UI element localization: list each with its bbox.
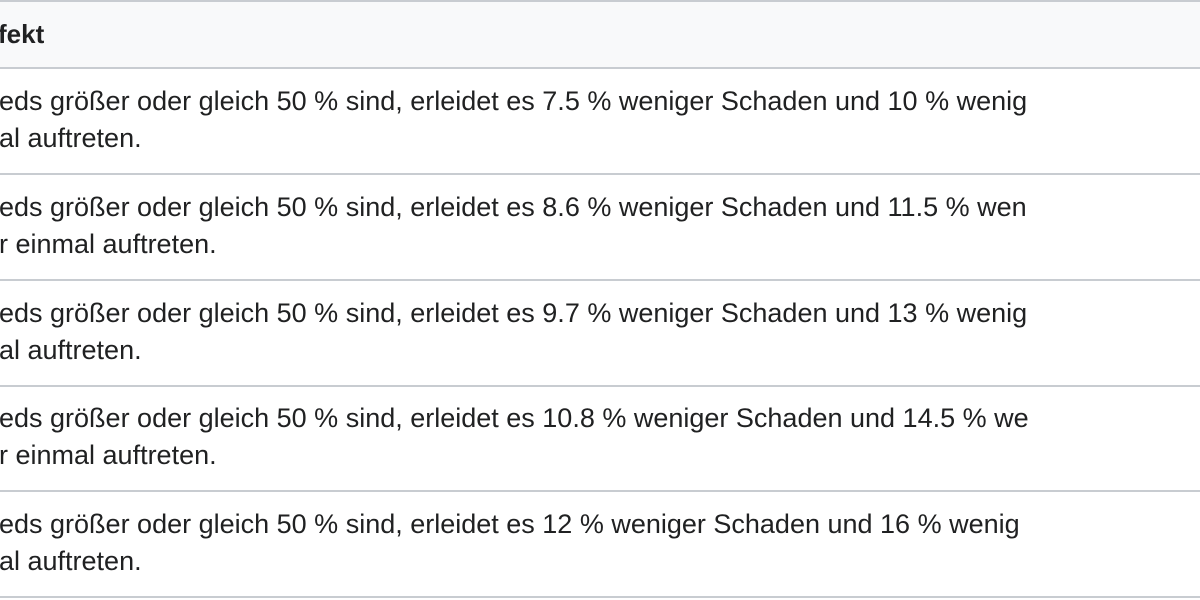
cell-text-line: eds größer oder gleich 50 % sind, erleid… (0, 509, 1020, 539)
cell-text-line: al auftreten. (0, 546, 142, 576)
cell-text-line: eds größer oder gleich 50 % sind, erleid… (0, 86, 1028, 116)
cell-text-line: al auftreten. (0, 335, 142, 365)
cell-text-line: eds größer oder gleich 50 % sind, erleid… (0, 298, 1028, 328)
cell-text-line: r einmal auftreten. (0, 440, 217, 470)
column-header-effect: fekt (0, 19, 45, 49)
table-header: fekt (0, 0, 1200, 69)
cell-text-line: r einmal auftreten. (0, 229, 217, 259)
cell-text-line: eds größer oder gleich 50 % sind, erleid… (0, 192, 1027, 222)
table-row: eds größer oder gleich 50 % sind, erleid… (0, 386, 1200, 492)
table-row: eds größer oder gleich 50 % sind, erleid… (0, 281, 1200, 387)
table-row: eds größer oder gleich 50 % sind, erleid… (0, 69, 1200, 175)
cell-text-line: al auftreten. (0, 123, 142, 153)
table-row: eds größer oder gleich 50 % sind, erleid… (0, 492, 1200, 598)
table-row: eds größer oder gleich 50 % sind, erleid… (0, 175, 1200, 281)
cell-text-line: eds größer oder gleich 50 % sind, erleid… (0, 403, 1029, 433)
